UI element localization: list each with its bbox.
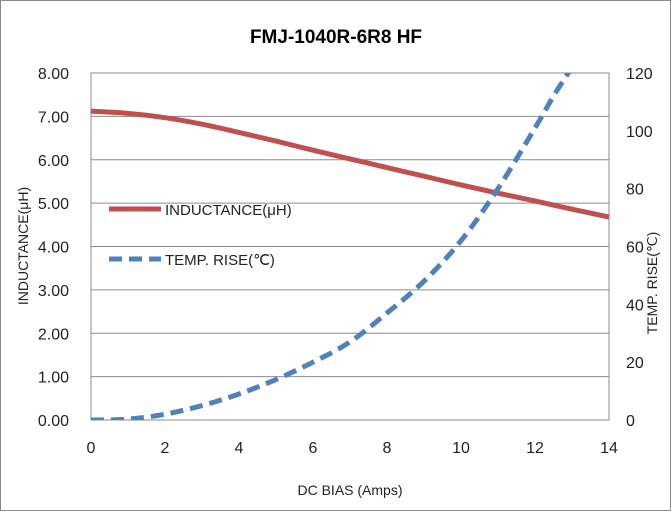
chart-title: FMJ-1040R-6R8 HF [250, 27, 422, 48]
y-right-tick-label: 60 [626, 240, 644, 257]
y-left-tick-label: 3.00 [38, 283, 69, 300]
y-left-axis-label: INDUCTANCE(μH) [15, 187, 31, 305]
legend: INDUCTANCE(μH) TEMP. RISE(℃) [109, 202, 292, 269]
y-right-tick-label: 0 [626, 413, 635, 430]
grid-layer [90, 72, 610, 421]
y-left-tick-label: 5.00 [38, 196, 69, 213]
legend-label-inductance: INDUCTANCE(μH) [165, 202, 292, 219]
x-tick-label: 12 [526, 440, 544, 457]
x-tick-label: 6 [309, 440, 318, 457]
y-left-tick-label: 6.00 [38, 153, 69, 170]
x-tick-label: 4 [235, 440, 244, 457]
y-right-tick-label: 100 [626, 124, 653, 141]
y-left-tick-label: 0.00 [38, 413, 69, 430]
legend-label-temp-rise: TEMP. RISE(℃) [165, 252, 275, 269]
y-left-tick-label: 7.00 [38, 109, 69, 126]
y-left-tick-label: 8.00 [38, 66, 69, 83]
series-line-temp-rise [91, 73, 572, 420]
plot-area-border [90, 72, 610, 421]
axis-layer: 0.001.002.003.004.005.006.007.008.000204… [38, 66, 653, 457]
x-axis-label: DC BIAS (Amps) [297, 482, 402, 498]
y-right-tick-label: 80 [626, 182, 644, 199]
x-tick-label: 8 [383, 440, 392, 457]
y-left-tick-label: 4.00 [38, 240, 69, 257]
y-right-tick-label: 20 [626, 355, 644, 372]
y-right-axis-label: TEMP. RISE(℃) [644, 232, 660, 335]
y-right-tick-label: 120 [626, 66, 653, 83]
series-line-inductance [91, 108, 609, 220]
y-left-tick-label: 1.00 [38, 370, 69, 387]
x-tick-label: 10 [452, 440, 470, 457]
series-layer [91, 73, 609, 420]
x-tick-label: 14 [600, 440, 618, 457]
y-left-tick-label: 2.00 [38, 326, 69, 343]
x-tick-label: 2 [161, 440, 170, 457]
x-tick-label: 0 [87, 440, 96, 457]
y-right-tick-label: 40 [626, 297, 644, 314]
